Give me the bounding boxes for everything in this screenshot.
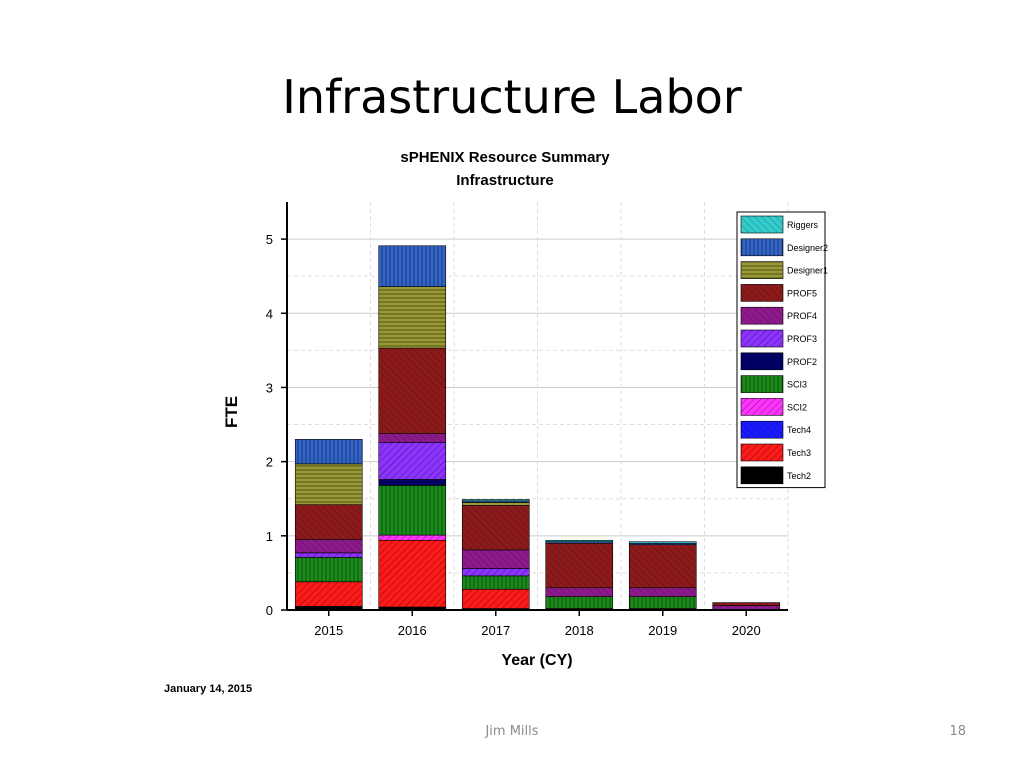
bar-segment-prof3-2016 — [378, 442, 447, 480]
y-tick-label: 3 — [266, 380, 273, 395]
bar-segment-prof5-2015 — [294, 504, 363, 540]
legend-label: Riggers — [787, 220, 819, 230]
legend-frame — [736, 211, 826, 489]
bar-segment-riggers-2017 — [461, 499, 530, 502]
bar-segment-designer2-2015 — [294, 439, 363, 465]
legend-label: Tech3 — [787, 448, 811, 458]
bar-segment-tech3-2016 — [378, 539, 447, 608]
bar-segment-tech3-2017 — [461, 588, 530, 609]
bar-segment-prof5-2020 — [712, 602, 781, 606]
y-tick-label: 0 — [266, 603, 273, 618]
footer-author: Jim Mills — [485, 724, 539, 739]
y-tick-label: 4 — [266, 306, 273, 321]
y-tick-label: 2 — [266, 455, 273, 470]
legend-label: PROF3 — [787, 334, 817, 344]
bar-segment-sci3-2017 — [461, 575, 530, 590]
bar-segment-sci3-2015 — [294, 557, 363, 583]
legend-item-tech2: Tech2 — [740, 466, 811, 485]
legend-item-sci3: SCI3 — [740, 375, 807, 393]
bar-segment-prof4-2015 — [294, 539, 363, 554]
y-tick-label: 5 — [266, 232, 273, 247]
legend-label: PROF4 — [787, 311, 817, 321]
bar-segment-sci3-2018 — [545, 596, 614, 609]
bar-segment-riggers-2019 — [628, 541, 697, 544]
y-tick-label: 1 — [266, 529, 273, 544]
legend-item-prof4: PROF4 — [740, 306, 817, 325]
legend-item-sci2: SCI2 — [740, 398, 807, 416]
chart-subtitle: Infrastructure — [456, 172, 554, 189]
legend-label: SCI3 — [787, 380, 807, 390]
legend-label: SCI2 — [787, 402, 807, 412]
axes: 2015 2016 2017 2018 2019 2020 0 1 2 3 4 5 — [266, 202, 788, 638]
bar-segment-prof5-2018 — [545, 542, 614, 589]
slide-title: Infrastructure Labor — [282, 70, 742, 124]
bars — [294, 245, 781, 611]
bar-segment-riggers-2018 — [545, 539, 614, 543]
bar-segment-prof4-2016 — [378, 433, 447, 443]
legend-label: Designer2 — [787, 243, 828, 253]
bar-segment-prof5-2016 — [378, 347, 447, 434]
legend-item-prof5: PROF5 — [740, 284, 817, 302]
bar-segment-prof3-2017 — [461, 568, 530, 577]
page-number: 18 — [949, 724, 966, 739]
legend-label: Designer1 — [787, 266, 828, 276]
bar-segment-designer1-2017 — [461, 502, 530, 506]
legend-item-designer2: Designer2 — [740, 238, 828, 257]
legend: Riggers Designer2 Designer1 PROF5 PROF4 PROF3… — [736, 211, 828, 489]
bar-segment-sci3-2016 — [378, 485, 447, 536]
grid — [286, 202, 789, 611]
x-axis-label: Year (CY) — [501, 652, 572, 669]
bar-segment-prof4-2018 — [545, 587, 614, 597]
x-tick-label: 2017 — [481, 623, 510, 638]
bar-segment-prof3-2015 — [294, 552, 363, 558]
bar-segment-designer2-2016 — [378, 245, 447, 287]
y-axis-label: FTE — [222, 396, 241, 428]
legend-item-riggers: Riggers — [740, 215, 819, 234]
legend-label: Tech4 — [787, 425, 811, 435]
legend-item-tech4: Tech4 — [740, 420, 811, 439]
bar-segment-sci3-2019 — [628, 596, 697, 609]
bar-segment-prof2-2016 — [378, 479, 447, 486]
x-tick-label: 2015 — [314, 623, 343, 638]
legend-item-prof2: PROF2 — [740, 352, 817, 371]
legend-label: PROF5 — [787, 288, 817, 298]
bar-segment-tech3-2015 — [294, 581, 363, 607]
bar-segment-prof4-2019 — [628, 587, 697, 597]
legend-item-designer1: Designer1 — [740, 261, 828, 279]
bar-segment-designer1-2016 — [378, 286, 447, 349]
x-tick-label: 2016 — [398, 623, 427, 638]
chart-title: sPHENIX Resource Summary — [400, 149, 610, 166]
bar-segment-prof4-2017 — [461, 549, 530, 569]
legend-label: Tech2 — [787, 471, 811, 481]
x-tick-label: 2018 — [565, 623, 594, 638]
bar-segment-designer1-2015 — [294, 463, 363, 505]
legend-item-tech3: Tech3 — [740, 443, 811, 462]
x-tick-label: 2020 — [732, 623, 761, 638]
bar-segment-prof5-2019 — [628, 544, 697, 589]
legend-label: PROF2 — [787, 357, 817, 367]
legend-item-prof3: PROF3 — [740, 329, 817, 348]
x-tick-label: 2019 — [648, 623, 677, 638]
bar-segment-sci2-2016 — [378, 534, 447, 541]
bar-segment-prof5-2017 — [461, 505, 530, 551]
date-note: January 14, 2015 — [164, 683, 253, 695]
